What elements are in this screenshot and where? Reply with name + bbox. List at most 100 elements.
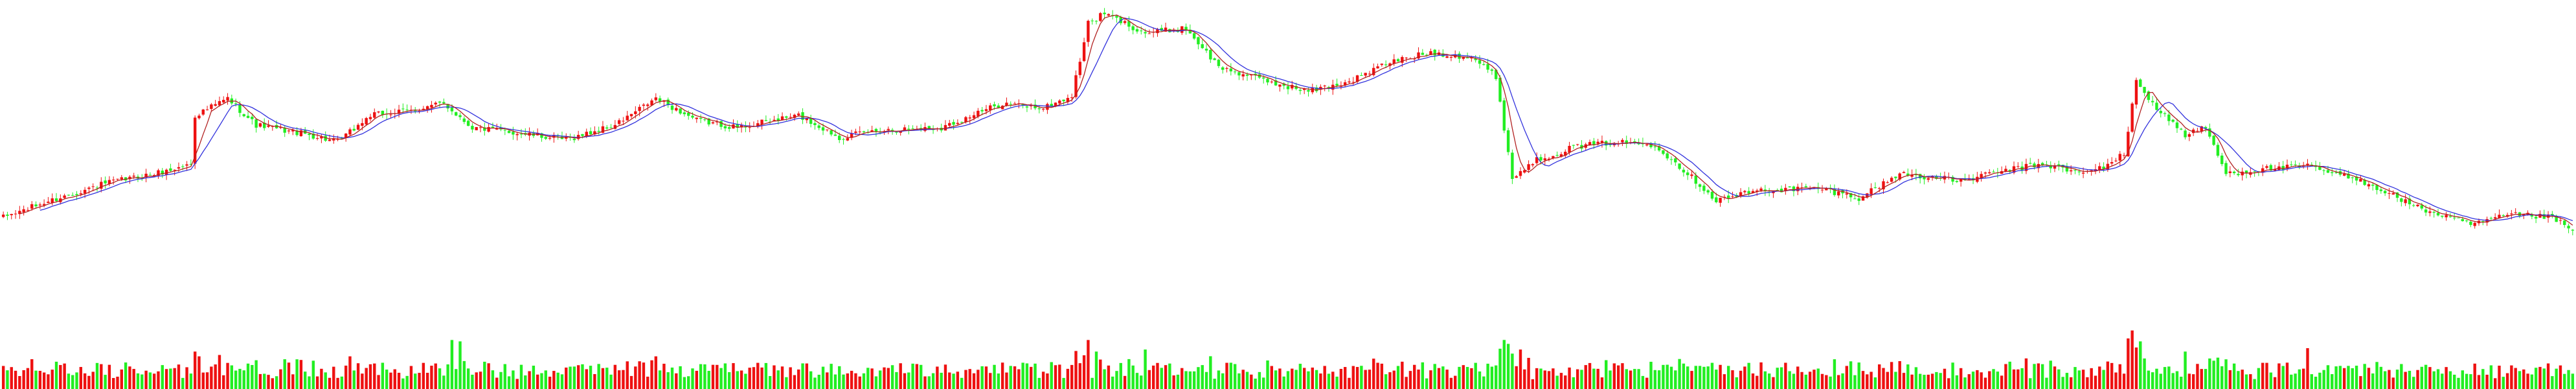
volume-bar	[569, 366, 572, 389]
volume-bar	[2363, 364, 2366, 389]
candle-down	[414, 110, 417, 112]
volume-bar	[120, 369, 123, 389]
volume-bar	[291, 374, 295, 389]
volume-bar	[512, 370, 515, 389]
volume-bar	[776, 370, 780, 389]
volume-bar	[141, 374, 144, 389]
volume-bar	[1715, 370, 1718, 389]
volume-bar	[1021, 362, 1024, 389]
volume-bar	[1678, 359, 1681, 389]
candle-down	[1511, 152, 1514, 180]
candle-down	[2432, 211, 2435, 213]
volume-bar	[1572, 377, 1576, 389]
candle-up	[1588, 142, 1592, 145]
volume-bar	[2081, 370, 2085, 389]
candle-down	[6, 214, 9, 216]
volume-bar	[507, 376, 511, 389]
volume-bar	[1739, 370, 1743, 389]
candle-down	[1715, 197, 1718, 202]
candle-up	[222, 100, 225, 103]
volume-bar	[1539, 368, 1542, 389]
volume-bar	[1147, 370, 1151, 389]
candle-down	[569, 137, 572, 138]
volume-bar	[2371, 373, 2375, 389]
candle-up	[1429, 51, 1432, 55]
volume-bar	[1690, 371, 1693, 389]
candle-down	[1237, 72, 1241, 76]
candle-up	[1291, 84, 1294, 89]
volume-bar	[911, 363, 914, 389]
volume-bar	[2326, 365, 2330, 389]
volume-bar	[1425, 378, 1429, 389]
volume-bar	[1743, 366, 1746, 389]
candle-down	[927, 126, 931, 129]
candle-up	[642, 104, 646, 106]
volume-bar	[1784, 362, 1787, 389]
volume-bar	[1502, 340, 1506, 389]
volume-bar	[1408, 371, 1412, 389]
candle-down	[1115, 16, 1118, 18]
volume-bar	[723, 363, 727, 389]
volume-bar	[1294, 370, 1298, 389]
candle-up	[977, 110, 980, 117]
volume-bar	[161, 365, 164, 389]
volume-bar	[2530, 374, 2534, 389]
volume-bar	[1486, 363, 1489, 389]
volume-bar	[1682, 363, 1686, 389]
volume-bar	[1845, 366, 1849, 389]
volume-bar	[2505, 373, 2509, 389]
volume-bar	[2412, 377, 2415, 389]
candle-down	[785, 116, 788, 118]
volume-bar	[2204, 369, 2208, 389]
candle-down	[658, 98, 662, 102]
candle-up	[1535, 157, 1539, 163]
candle-down	[54, 198, 58, 202]
volume-bar	[2571, 373, 2575, 389]
candle-down	[830, 130, 833, 135]
candle-down	[2065, 167, 2069, 172]
candle-up	[91, 186, 95, 187]
volume-bar	[91, 371, 95, 389]
candle-up	[1523, 170, 1526, 173]
volume-bar	[6, 370, 9, 389]
volume-bar	[128, 366, 131, 389]
volume-bar	[381, 362, 385, 389]
candle-up	[1005, 102, 1008, 106]
candle-down	[776, 118, 780, 121]
candle-down	[1184, 27, 1188, 30]
volume-bar	[1384, 374, 1388, 389]
volume-bar	[177, 364, 181, 389]
volume-bar	[785, 377, 788, 389]
candle-down	[1849, 193, 1853, 198]
volume-bar	[756, 362, 760, 389]
volume-bar	[51, 370, 54, 389]
volume-bar	[1943, 368, 1947, 389]
volume-bar	[1291, 368, 1294, 389]
volume-bar	[552, 371, 556, 389]
candle-up	[320, 136, 323, 139]
candle-down	[438, 101, 442, 103]
volume-bar	[2086, 377, 2089, 389]
candle-down	[2151, 100, 2154, 102]
volume-bar	[1050, 362, 1053, 389]
candle-down	[2530, 214, 2534, 217]
volume-bar	[915, 364, 919, 389]
candle-down	[1678, 163, 1681, 169]
candle-up	[495, 128, 499, 130]
volume-bar	[2485, 374, 2489, 389]
candle-down	[597, 130, 600, 132]
candle-down	[1506, 130, 1510, 152]
volume-bar	[1816, 368, 1820, 389]
volume-bar	[1698, 366, 1702, 389]
volume-bar	[475, 372, 478, 389]
volume-bar	[2228, 370, 2232, 389]
volume-bar	[2351, 368, 2354, 389]
volume-bar	[2461, 370, 2465, 389]
candle-up	[846, 138, 850, 141]
volume-bar	[515, 379, 519, 389]
volume-bar	[2053, 366, 2057, 389]
volume-bar	[1454, 375, 1457, 389]
candle-up	[2473, 222, 2476, 226]
volume-bar	[2151, 372, 2154, 389]
candle-down	[1955, 181, 1959, 182]
